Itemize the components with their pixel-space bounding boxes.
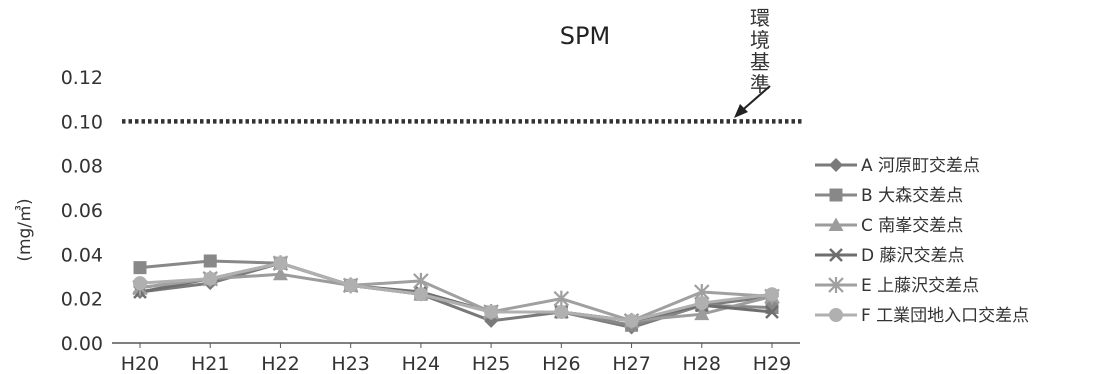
x-tick-label: H21 [191,353,229,374]
y-tick-label: 0.12 [61,67,103,89]
x-tick-label: H26 [542,353,580,374]
standard-label-char: 環 [750,6,770,30]
data-point [554,304,569,319]
x-tick-label: H28 [683,353,721,374]
standard-label-char: 境 [750,28,770,52]
legend: A 河原町交差点 B 大森交差点 C 南峯交差点 D 藤沢交差点 E 上藤沢交差点 F 工… [815,156,1029,326]
data-point [133,261,147,275]
data-point [694,296,709,311]
x-tick-label: H29 [753,353,791,374]
legend-entry: A 河原町交差点 [815,156,980,176]
y-axis-label: (mg/㎥) [15,198,35,261]
legend-label: B 大森交差点 [861,186,963,206]
y-tick-label: 0.10 [61,111,103,133]
y-tick-label: 0.04 [61,244,103,266]
legend-label: D 藤沢交差点 [861,246,965,266]
standard-label-char: 準 [750,72,770,96]
legend-label: E 上藤沢交差点 [861,276,979,296]
legend-entry: B 大森交差点 [815,186,963,206]
chart-title: SPM [560,22,610,50]
legend-label: C 南峯交差点 [861,216,963,236]
data-point [133,276,147,291]
y-tick-label: 0.08 [61,156,103,178]
legend-marker [829,188,843,202]
standard-label-char: 基 [750,50,770,74]
legend-marker [829,158,843,172]
data-point [343,278,358,293]
data-point [413,287,428,302]
series-group [132,254,780,335]
legend-entry: C 南峯交差点 [815,216,963,236]
x-tick-label: H23 [331,353,369,374]
series-square [133,254,779,332]
series-line [139,261,773,323]
legend-entry: E 上藤沢交差点 [815,276,979,296]
legend-marker [828,217,844,231]
series-star [132,255,780,329]
x-tick-label: H22 [261,353,299,374]
x-tick-label: H24 [402,353,440,374]
legend-entry: F 工業団地入口交差点 [815,306,1029,326]
standard-arrow-head [734,104,748,118]
y-tick-label: 0.06 [61,200,103,222]
x-tick-labels: H20 H21 H22 H23 H24 H25 H26 H27 H28 H29 [121,353,791,374]
data-point [273,256,288,271]
data-point [553,290,570,307]
data-point [624,313,639,328]
legend-marker [829,308,843,322]
data-point [272,266,288,281]
axes [112,342,800,348]
y-tick-labels: 0.00 0.02 0.04 0.06 0.08 0.10 0.12 [61,67,103,355]
legend-label: F 工業団地入口交差点 [861,306,1029,326]
x-tick-label: H27 [612,353,650,374]
data-point [765,305,779,319]
x-tick-label: H20 [121,353,159,374]
y-tick-label: 0.00 [61,333,103,355]
legend-entry: D 藤沢交差点 [815,246,965,266]
data-point [203,254,217,268]
data-point [413,272,429,289]
legend-label: A 河原町交差点 [861,156,980,176]
data-point [484,304,499,319]
y-tick-label: 0.02 [61,289,103,311]
data-point [765,287,779,302]
legend-marker [829,248,843,262]
data-point [694,306,710,321]
series-circle [133,256,779,328]
data-point [203,271,218,286]
x-tick-label: H25 [472,353,510,374]
legend-marker [828,277,844,293]
